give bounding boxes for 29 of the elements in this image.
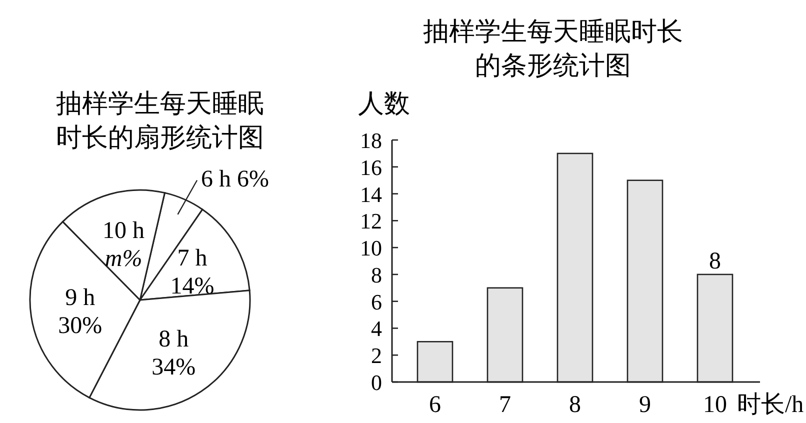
- data-label: 30%: [58, 313, 102, 340]
- chart-title: 抽样学生每天睡眠时长的扇形统计图: [56, 89, 264, 152]
- slice-label: 10 h: [102, 218, 145, 244]
- slice-label: 6 h 6%: [201, 166, 270, 192]
- y-tick-label: 14: [360, 182, 382, 207]
- y-tick-label: 8: [371, 262, 382, 288]
- y-axis-title: 人数: [358, 89, 410, 118]
- slice-label: 7 h: [177, 246, 208, 272]
- y-tick-label: 0: [371, 370, 382, 395]
- data-label: 14%: [170, 274, 214, 300]
- slice-label: 9 h: [65, 285, 96, 312]
- x-tick-label: 7: [499, 392, 511, 418]
- data-label: 8: [709, 248, 721, 274]
- x-tick-label: 10: [703, 392, 727, 418]
- data-label: m%: [104, 246, 142, 272]
- chart-title: 抽样学生每天睡眠时长的条形统计图: [423, 17, 683, 80]
- y-tick-label: 18: [360, 128, 382, 153]
- y-tick-label: 16: [360, 154, 382, 180]
- y-tick-label: 12: [360, 208, 382, 234]
- data-label: 34%: [152, 354, 196, 380]
- x-tick-label: 9: [639, 392, 651, 418]
- x-axis-title: 时长/h: [737, 392, 804, 418]
- x-tick-label: 8: [569, 392, 581, 418]
- y-tick-label: 4: [371, 316, 382, 342]
- y-tick-label: 2: [371, 343, 382, 368]
- y-tick-label: 10: [360, 236, 382, 261]
- slice-label: 8 h: [158, 326, 189, 352]
- y-tick-label: 6: [371, 289, 382, 314]
- x-tick-label: 6: [429, 392, 441, 418]
